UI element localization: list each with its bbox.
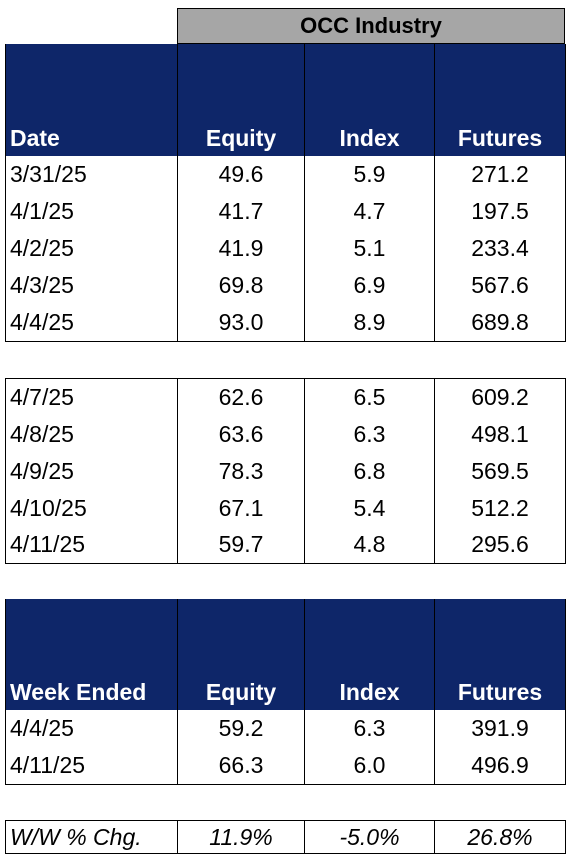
equity-cell: 59.7 [177, 526, 305, 564]
index-cell: 4.7 [304, 193, 435, 230]
weekly-header-row: Week Ended Equity Index Futures [5, 599, 566, 710]
equity-cell: 66.3 [177, 747, 305, 785]
futures-cell: 569.5 [434, 452, 566, 490]
col-date-header: Date [5, 44, 178, 156]
week-ended-cell: 4/4/25 [5, 710, 178, 747]
equity-cell: 78.3 [177, 452, 305, 490]
futures-cell: 233.4 [434, 230, 566, 267]
col-equity-header: Equity [177, 44, 305, 156]
table-row: 4/3/25 69.8 6.9 567.6 [5, 267, 566, 304]
week-over-week-change-table: W/W % Chg. 11.9% -5.0% 26.8% [5, 820, 566, 854]
index-cell: 5.4 [304, 489, 435, 527]
col-index-header: Index [304, 599, 435, 710]
index-cell: 8.9 [304, 304, 435, 342]
col-index-header: Index [304, 44, 435, 156]
change-row: W/W % Chg. 11.9% -5.0% 26.8% [5, 820, 566, 854]
table-row: 4/11/25 59.7 4.8 295.6 [5, 526, 566, 564]
date-cell: 4/2/25 [5, 230, 178, 267]
equity-cell: 67.1 [177, 489, 305, 527]
table-row: 4/10/25 67.1 5.4 512.2 [5, 489, 566, 527]
date-cell: 3/31/25 [5, 156, 178, 193]
daily-volume-table: Date Equity Index Futures 3/31/25 49.6 5… [5, 44, 566, 342]
table-row: 3/31/25 49.6 5.9 271.2 [5, 156, 566, 193]
table-row: 4/4/25 59.2 6.3 391.9 [5, 710, 566, 747]
week-ended-cell: 4/11/25 [5, 747, 178, 785]
futures-cell: 512.2 [434, 489, 566, 527]
futures-cell: 271.2 [434, 156, 566, 193]
futures-cell: 689.8 [434, 304, 566, 342]
date-cell: 4/9/25 [5, 452, 178, 490]
table-row: 4/4/25 93.0 8.9 689.8 [5, 304, 566, 342]
index-cell: 6.0 [304, 747, 435, 785]
index-cell: 6.3 [304, 415, 435, 453]
col-equity-header: Equity [177, 599, 305, 710]
weekly-volume-table: Week Ended Equity Index Futures 4/4/25 5… [5, 599, 566, 785]
equity-cell: 63.6 [177, 415, 305, 453]
index-cell: 5.1 [304, 230, 435, 267]
table-row: 4/1/25 41.7 4.7 197.5 [5, 193, 566, 230]
date-cell: 4/11/25 [5, 526, 178, 564]
daily-header-row: Date Equity Index Futures [5, 44, 566, 156]
index-cell: 6.9 [304, 267, 435, 304]
equity-change-cell: 11.9% [177, 820, 305, 854]
futures-cell: 391.9 [434, 710, 566, 747]
index-cell: 5.9 [304, 156, 435, 193]
date-cell: 4/8/25 [5, 415, 178, 453]
index-cell: 6.8 [304, 452, 435, 490]
date-cell: 4/10/25 [5, 489, 178, 527]
daily-volume-table-week2: 4/7/25 62.6 6.5 609.2 4/8/25 63.6 6.3 49… [5, 378, 566, 564]
index-cell: 6.5 [304, 378, 435, 416]
date-cell: 4/7/25 [5, 378, 178, 416]
date-cell: 4/1/25 [5, 193, 178, 230]
date-cell: 4/3/25 [5, 267, 178, 304]
futures-cell: 498.1 [434, 415, 566, 453]
col-week-ended-header: Week Ended [5, 599, 178, 710]
equity-cell: 62.6 [177, 378, 305, 416]
date-cell: 4/4/25 [5, 304, 178, 342]
occ-industry-header: OCC Industry [177, 8, 565, 44]
index-cell: 4.8 [304, 526, 435, 564]
table-row: 4/8/25 63.6 6.3 498.1 [5, 415, 566, 453]
equity-cell: 41.7 [177, 193, 305, 230]
futures-cell: 496.9 [434, 747, 566, 785]
equity-cell: 69.8 [177, 267, 305, 304]
equity-cell: 59.2 [177, 710, 305, 747]
equity-cell: 41.9 [177, 230, 305, 267]
table-row: 4/2/25 41.9 5.1 233.4 [5, 230, 566, 267]
futures-cell: 609.2 [434, 378, 566, 416]
change-label: W/W % Chg. [5, 820, 178, 854]
table-row: 4/11/25 66.3 6.0 496.9 [5, 747, 566, 785]
index-cell: 6.3 [304, 710, 435, 747]
index-change-cell: -5.0% [304, 820, 435, 854]
futures-cell: 295.6 [434, 526, 566, 564]
futures-cell: 197.5 [434, 193, 566, 230]
equity-cell: 93.0 [177, 304, 305, 342]
table-row: 4/9/25 78.3 6.8 569.5 [5, 452, 566, 490]
col-futures-header: Futures [434, 44, 566, 156]
col-futures-header: Futures [434, 599, 566, 710]
table-row: 4/7/25 62.6 6.5 609.2 [5, 378, 566, 416]
futures-cell: 567.6 [434, 267, 566, 304]
equity-cell: 49.6 [177, 156, 305, 193]
futures-change-cell: 26.8% [434, 820, 566, 854]
